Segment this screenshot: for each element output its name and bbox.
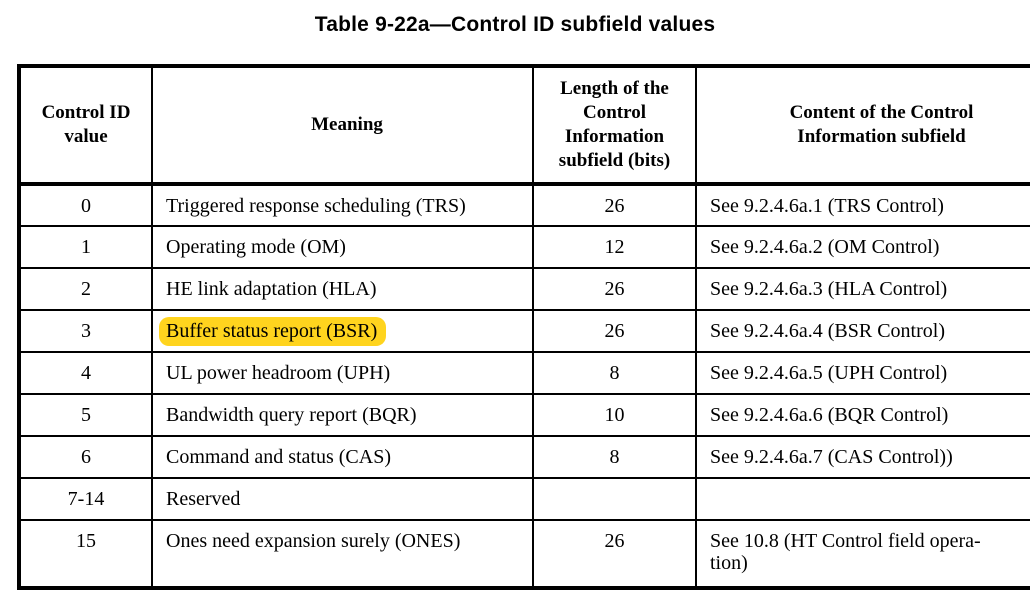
header-label: Content of the Control Information subfi… xyxy=(789,102,974,147)
cell-content: See 9.2.4.6a.4 (BSR Control) xyxy=(695,309,1030,353)
cell-length: 8 xyxy=(532,435,697,479)
cell-content xyxy=(695,477,1030,521)
cell-length: 26 xyxy=(532,183,697,227)
header-length: Length of the Control Information subfie… xyxy=(532,65,697,186)
cell-content: See 9.2.4.6a.1 (TRS Control) xyxy=(695,183,1030,227)
cell-meaning: Buffer status report (BSR) xyxy=(151,309,534,353)
table-row: 6 Command and status (CAS) 8 See 9.2.4.6a.7… xyxy=(18,435,1030,479)
header-meaning: Meaning xyxy=(151,65,534,186)
table-row: 3 Buffer status report (BSR) 26 See 9.2.4.6… xyxy=(18,309,1030,353)
cell-value: 5 xyxy=(18,393,153,437)
header-label: Meaning xyxy=(311,114,383,135)
cell-content: See 9.2.4.6a.6 (BQR Control) xyxy=(695,393,1030,437)
table-row: 7-14 Reserved xyxy=(18,477,1030,521)
cell-length: 26 xyxy=(532,519,697,589)
cell-meaning: Reserved xyxy=(151,477,534,521)
header-label: Control ID value xyxy=(41,102,131,147)
cell-length: 26 xyxy=(532,309,697,353)
cell-meaning: UL power headroom (UPH) xyxy=(151,351,534,395)
header-control-id-value: Control ID value xyxy=(18,65,153,186)
cell-length: 12 xyxy=(532,225,697,269)
cell-meaning: Operating mode (OM) xyxy=(151,225,534,269)
cell-length: 8 xyxy=(532,351,697,395)
cell-value: 0 xyxy=(18,183,153,227)
cell-length: 26 xyxy=(532,267,697,311)
cell-value: 15 xyxy=(18,519,153,589)
cell-meaning: HE link adaptation (HLA) xyxy=(151,267,534,311)
cell-meaning: Command and status (CAS) xyxy=(151,435,534,479)
cell-meaning: Ones need expansion surely (ONES) xyxy=(151,519,534,589)
cell-value: 7-14 xyxy=(18,477,153,521)
table-row: 2 HE link adaptation (HLA) 26 See 9.2.4.6a.… xyxy=(18,267,1030,311)
cell-meaning: Bandwidth query report (BQR) xyxy=(151,393,534,437)
highlight-marker: Buffer status report (BSR) xyxy=(159,317,387,346)
cell-length: 10 xyxy=(532,393,697,437)
header-content: Content of the Control Information subfi… xyxy=(695,65,1030,186)
cell-value: 4 xyxy=(18,351,153,395)
page-title: Table 9-22a—Control ID subfield values xyxy=(314,13,716,36)
control-id-subfield-table: Control ID value Meaning Length of the C… xyxy=(17,64,1030,590)
table-container: Control ID value Meaning Length of the C… xyxy=(17,64,1030,590)
cell-value: 2 xyxy=(18,267,153,311)
table-row: 0 Triggered response scheduling (TRS) 26 Se… xyxy=(18,183,1030,227)
cell-content: See 9.2.4.6a.2 (OM Control) xyxy=(695,225,1030,269)
cell-value: 3 xyxy=(18,309,153,353)
table-header: Control ID value Meaning Length of the C… xyxy=(18,65,1030,186)
table-row: 5 Bandwidth query report (BQR) 10 See 9.2.4… xyxy=(18,393,1030,437)
cell-content: See 10.8 (HT Control field opera- tion) xyxy=(695,519,1030,589)
cell-content: See 9.2.4.6a.7 (CAS Control)) xyxy=(695,435,1030,479)
cell-content: See 9.2.4.6a.3 (HLA Control) xyxy=(695,267,1030,311)
table-row: 15 Ones need expansion surely (ONES) 26 See… xyxy=(18,519,1030,589)
cell-value: 6 xyxy=(18,435,153,479)
table-row: 1 Operating mode (OM) 12 See 9.2.4.6a.2 (OM… xyxy=(18,225,1030,269)
cell-meaning: Triggered response scheduling (TRS) xyxy=(151,183,534,227)
cell-value: 1 xyxy=(18,225,153,269)
header-label: Length of the Control Information subfie… xyxy=(558,78,671,171)
cell-content: See 9.2.4.6a.5 (UPH Control) xyxy=(695,351,1030,395)
header-row: Control ID value Meaning Length of the C… xyxy=(18,65,1030,186)
table-row: 4 UL power headroom (UPH) 8 See 9.2.4.6a.5 … xyxy=(18,351,1030,395)
cell-length xyxy=(532,477,697,521)
table-body: 0 Triggered response scheduling (TRS) 26 Se… xyxy=(18,183,1030,589)
